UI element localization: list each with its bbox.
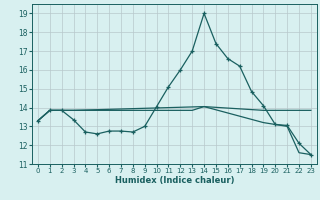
- X-axis label: Humidex (Indice chaleur): Humidex (Indice chaleur): [115, 176, 234, 185]
